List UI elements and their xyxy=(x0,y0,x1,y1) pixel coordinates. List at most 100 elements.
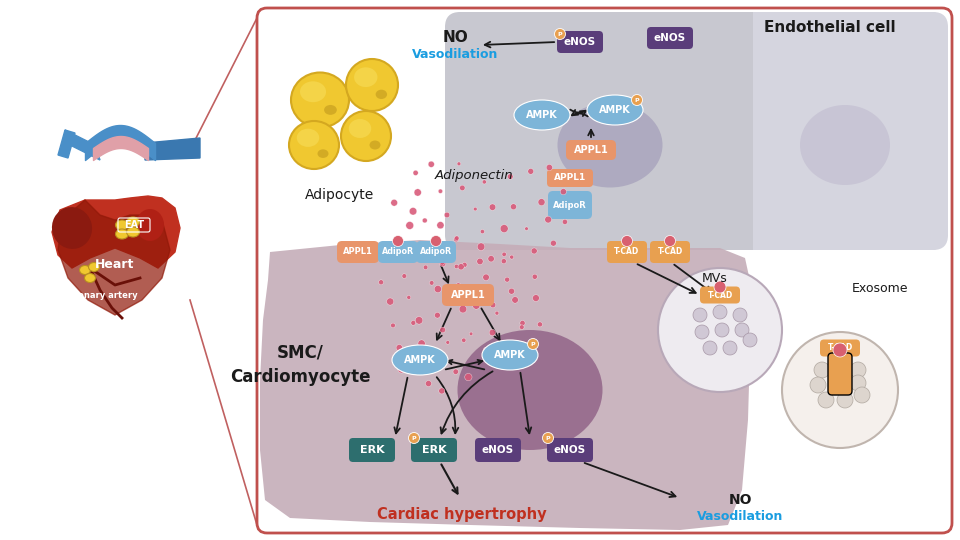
Circle shape xyxy=(525,227,528,231)
Circle shape xyxy=(402,274,407,278)
Text: APPL1: APPL1 xyxy=(343,247,372,256)
Circle shape xyxy=(488,255,494,262)
Circle shape xyxy=(440,260,445,267)
Circle shape xyxy=(563,219,567,225)
Ellipse shape xyxy=(370,140,380,150)
FancyBboxPatch shape xyxy=(607,241,647,263)
Circle shape xyxy=(832,360,848,376)
Ellipse shape xyxy=(136,209,164,241)
Text: T-CAD: T-CAD xyxy=(614,247,639,256)
Text: APPL1: APPL1 xyxy=(450,290,486,300)
Circle shape xyxy=(452,294,458,299)
Polygon shape xyxy=(58,130,75,158)
Circle shape xyxy=(782,332,898,448)
Circle shape xyxy=(414,189,421,196)
Circle shape xyxy=(428,161,434,167)
Circle shape xyxy=(457,162,461,166)
Ellipse shape xyxy=(115,220,129,230)
Circle shape xyxy=(733,308,747,322)
Ellipse shape xyxy=(392,345,448,375)
Text: EAT: EAT xyxy=(124,220,144,230)
Circle shape xyxy=(501,259,506,264)
Ellipse shape xyxy=(84,273,95,282)
Circle shape xyxy=(703,341,717,355)
Text: P: P xyxy=(558,31,563,37)
Circle shape xyxy=(480,285,484,288)
Text: AMPK: AMPK xyxy=(494,350,526,360)
Circle shape xyxy=(810,377,826,393)
Text: eNOS: eNOS xyxy=(564,37,596,47)
Circle shape xyxy=(850,362,866,378)
Circle shape xyxy=(410,347,418,355)
Circle shape xyxy=(512,296,518,303)
Circle shape xyxy=(546,164,553,171)
Ellipse shape xyxy=(80,266,90,274)
Circle shape xyxy=(445,341,449,345)
Circle shape xyxy=(422,218,427,223)
Text: Vasodilation: Vasodilation xyxy=(412,48,498,60)
Ellipse shape xyxy=(346,59,398,111)
Circle shape xyxy=(495,311,499,315)
Circle shape xyxy=(441,261,444,265)
Circle shape xyxy=(409,433,420,443)
Circle shape xyxy=(510,255,514,259)
Circle shape xyxy=(814,362,830,378)
FancyBboxPatch shape xyxy=(442,284,494,306)
FancyBboxPatch shape xyxy=(257,8,952,533)
Circle shape xyxy=(440,327,445,333)
Ellipse shape xyxy=(587,95,643,125)
Text: AdipoR: AdipoR xyxy=(553,200,587,210)
Ellipse shape xyxy=(354,68,377,87)
Ellipse shape xyxy=(300,82,326,102)
Text: AMPK: AMPK xyxy=(404,355,436,365)
Circle shape xyxy=(454,265,459,268)
Circle shape xyxy=(502,252,506,256)
FancyBboxPatch shape xyxy=(349,438,395,462)
Text: Cardiac hypertrophy: Cardiac hypertrophy xyxy=(377,508,547,523)
Circle shape xyxy=(413,170,419,176)
Text: T-CAD: T-CAD xyxy=(658,247,683,256)
Ellipse shape xyxy=(88,262,100,272)
Circle shape xyxy=(695,325,709,339)
Circle shape xyxy=(462,338,466,342)
Ellipse shape xyxy=(115,229,129,239)
Circle shape xyxy=(833,343,847,357)
Circle shape xyxy=(477,258,483,265)
Circle shape xyxy=(391,199,397,206)
Circle shape xyxy=(416,316,422,324)
Circle shape xyxy=(406,221,414,229)
Ellipse shape xyxy=(558,103,662,187)
Text: Endothelial cell: Endothelial cell xyxy=(764,21,896,36)
Circle shape xyxy=(850,375,866,391)
Circle shape xyxy=(370,254,373,258)
Circle shape xyxy=(714,281,726,293)
Circle shape xyxy=(550,240,557,246)
Circle shape xyxy=(462,262,468,267)
Circle shape xyxy=(418,340,425,347)
Circle shape xyxy=(439,388,444,394)
Circle shape xyxy=(538,322,542,327)
Text: eNOS: eNOS xyxy=(554,445,586,455)
Circle shape xyxy=(837,392,853,408)
FancyBboxPatch shape xyxy=(557,31,603,53)
Text: AdipoR: AdipoR xyxy=(382,247,414,256)
FancyBboxPatch shape xyxy=(475,438,521,462)
Circle shape xyxy=(544,216,552,223)
Text: AMPK: AMPK xyxy=(599,105,631,115)
Ellipse shape xyxy=(52,207,92,249)
Ellipse shape xyxy=(375,90,387,99)
Text: APPL1: APPL1 xyxy=(554,173,587,183)
Circle shape xyxy=(500,225,508,233)
Ellipse shape xyxy=(324,105,337,115)
Text: NO: NO xyxy=(729,493,752,507)
Text: NO: NO xyxy=(443,30,468,45)
Circle shape xyxy=(429,281,434,285)
Circle shape xyxy=(425,381,431,387)
Ellipse shape xyxy=(514,100,570,130)
Circle shape xyxy=(444,212,449,218)
Circle shape xyxy=(454,237,459,242)
Circle shape xyxy=(483,274,490,280)
Circle shape xyxy=(439,189,443,193)
Circle shape xyxy=(561,188,566,195)
Circle shape xyxy=(458,264,465,270)
